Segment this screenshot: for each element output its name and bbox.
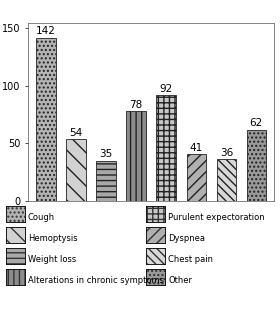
Text: 92: 92 bbox=[160, 84, 173, 94]
Bar bbox=[36, 38, 56, 201]
Text: 142: 142 bbox=[36, 27, 56, 37]
Text: 35: 35 bbox=[99, 149, 113, 159]
Bar bbox=[157, 95, 176, 201]
Bar bbox=[126, 111, 146, 201]
Text: Alterations in chronic symptoms: Alterations in chronic symptoms bbox=[28, 276, 164, 285]
Text: 54: 54 bbox=[69, 128, 83, 138]
Text: 36: 36 bbox=[220, 148, 233, 158]
Text: 78: 78 bbox=[130, 100, 143, 110]
Text: Dyspnea: Dyspnea bbox=[168, 234, 205, 243]
Text: Cough: Cough bbox=[28, 213, 55, 222]
Text: Purulent expectoration: Purulent expectoration bbox=[168, 213, 265, 222]
Text: Chest pain: Chest pain bbox=[168, 255, 213, 264]
Bar bbox=[247, 130, 266, 201]
Bar bbox=[96, 161, 116, 201]
Bar bbox=[216, 159, 236, 201]
Text: Other: Other bbox=[168, 276, 192, 285]
Text: Weight loss: Weight loss bbox=[28, 255, 76, 264]
Text: 62: 62 bbox=[250, 119, 263, 128]
Bar bbox=[66, 139, 86, 201]
Bar bbox=[186, 154, 206, 201]
Text: Hemoptysis: Hemoptysis bbox=[28, 234, 78, 243]
Text: 41: 41 bbox=[190, 143, 203, 153]
